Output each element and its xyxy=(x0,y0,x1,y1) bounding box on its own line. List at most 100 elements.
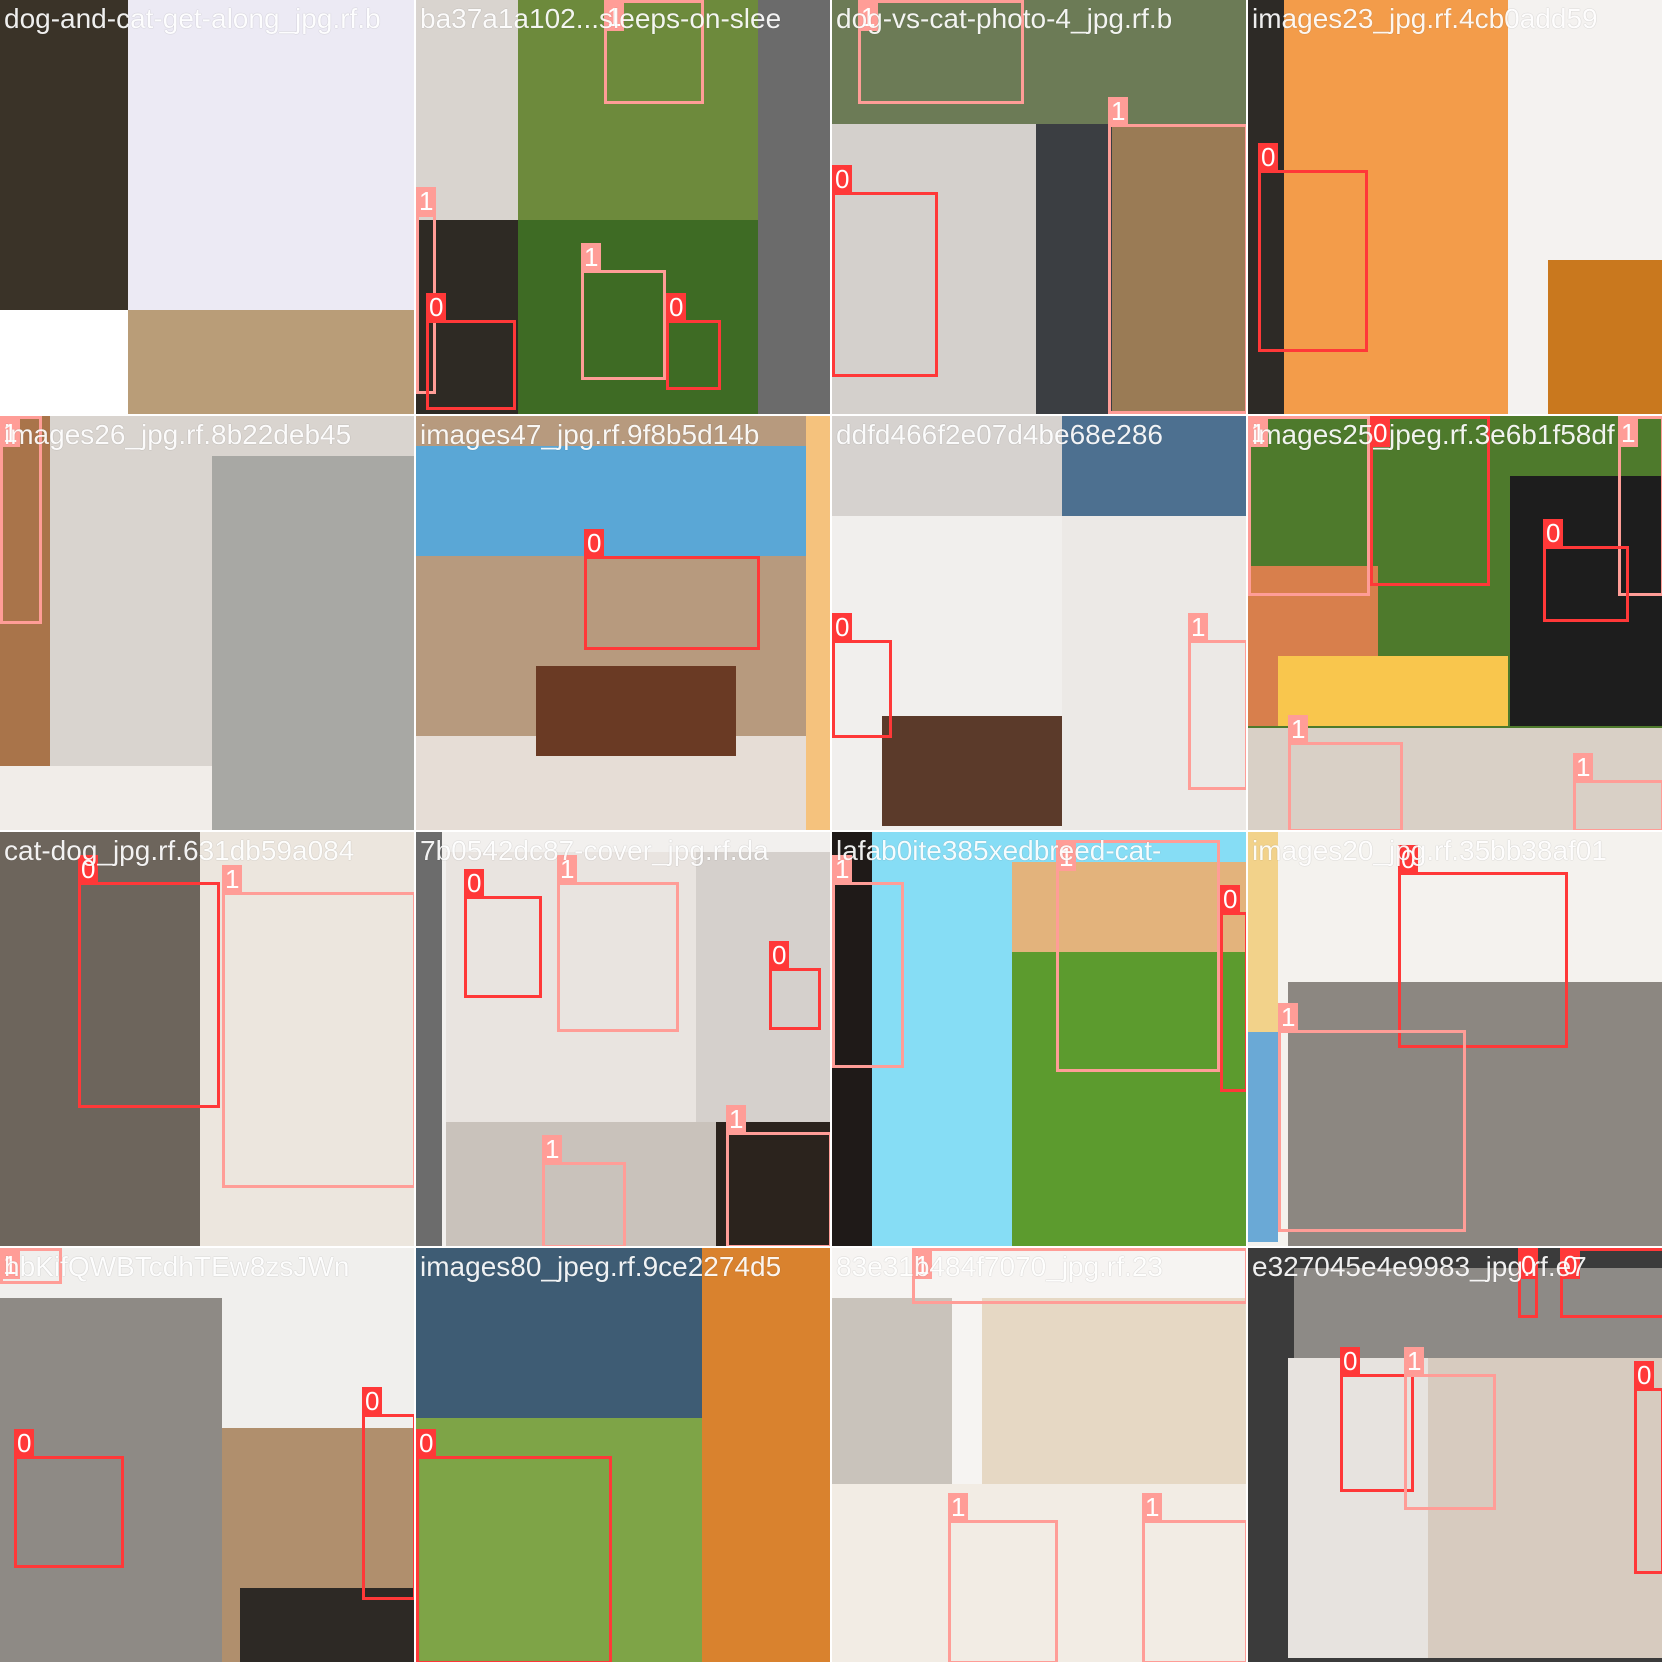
bbox-class-label: 0 xyxy=(362,1387,383,1415)
bbox-class-label: 1 xyxy=(1618,419,1639,447)
bbox-cat: 0 xyxy=(1398,845,1568,1048)
bbox-dog: 1 xyxy=(1573,753,1662,830)
bbox-dog: 1 xyxy=(832,855,904,1068)
bbox-class-label: 1 xyxy=(0,419,21,447)
image-patch xyxy=(128,310,414,414)
mosaic-tile-r2c3: images20_jpg.rf.35bb38af01 0 1 xyxy=(1248,832,1664,1248)
image-patch xyxy=(832,124,1036,414)
bbox-class-label: 0 xyxy=(14,1429,35,1457)
image-patch xyxy=(0,832,200,1246)
bbox-class-label: 1 xyxy=(604,3,625,31)
image-patch xyxy=(1012,952,1246,1246)
bbox-class-label: 1 xyxy=(0,1251,21,1279)
bbox-cat: 0 xyxy=(769,941,821,1030)
image-patch xyxy=(1112,124,1246,414)
mosaic-tile-r1c2: ddfd466f2e07d4be68e286 0 1 xyxy=(832,416,1248,832)
image-patch xyxy=(446,1122,716,1246)
mosaic-tile-r2c2: lafab0ite385xedbreed-cat- 1 1 0 xyxy=(832,832,1248,1248)
bbox-dog: 1 xyxy=(542,1135,626,1246)
bbox-cat: 0 xyxy=(1340,1347,1414,1492)
image-patch xyxy=(0,310,128,414)
mosaic-tile-r0c2: dog-vs-cat-photo-4_jpg.rf.b 1 0 1 xyxy=(832,0,1248,416)
image-patch xyxy=(416,832,442,1246)
bbox-dog: 1 xyxy=(581,243,666,380)
bbox-dog: 1 xyxy=(0,1248,62,1284)
bbox-class-label: 1 xyxy=(1573,753,1594,781)
bbox-class-label: 0 xyxy=(1634,1361,1655,1389)
bbox-class-label: 1 xyxy=(222,865,243,893)
bbox-dog: 1 xyxy=(726,1105,830,1246)
bbox-class-label: 1 xyxy=(416,187,437,215)
mosaic-tile-r2c0: cat-dog_jpg.rf.631db59a084 0 1 xyxy=(0,832,416,1248)
mosaic-tile-r3c3: e327045e4e9983_jpg.rf.e7 0 0 0 1 0 xyxy=(1248,1248,1664,1664)
image-patch xyxy=(1288,982,1662,1246)
bbox-class-label: 1 xyxy=(581,243,602,271)
bbox-dog: 1 xyxy=(1618,416,1662,596)
bbox-cat: 0 xyxy=(1518,1248,1539,1318)
bbox-dog: 1 xyxy=(604,0,704,104)
bbox-class-label: 0 xyxy=(666,293,687,321)
bbox-dog: 1 xyxy=(0,416,42,624)
bbox-cat: 0 xyxy=(1370,416,1490,586)
bbox-cat: 0 xyxy=(1220,885,1246,1092)
bbox-class-label: 0 xyxy=(584,529,605,557)
bbox-class-label: 0 xyxy=(1340,1347,1361,1375)
bbox-dog: 1 xyxy=(1142,1493,1246,1662)
bbox-class-label: 1 xyxy=(1108,97,1129,125)
bbox-dog: 1 xyxy=(1404,1347,1496,1510)
mosaic-tile-r0c1: ba37a1a102...sleeps-on-slee 1 1 0 1 0 xyxy=(416,0,832,416)
mosaic-tile-r0c3: images23_jpg.rf.4cb0add59 0 xyxy=(1248,0,1664,416)
bbox-cat: 0 xyxy=(1560,1248,1662,1318)
bbox-class-label: 0 xyxy=(1543,519,1564,547)
bbox-cat: 0 xyxy=(1543,519,1629,622)
bbox-dog: 1 xyxy=(1278,1003,1466,1232)
bbox-class-label: 0 xyxy=(1220,885,1241,913)
bbox-class-label: 1 xyxy=(948,1493,969,1521)
bbox-cat: 0 xyxy=(832,613,892,738)
bbox-dog: 1 xyxy=(1188,613,1246,790)
image-patch xyxy=(716,1122,830,1246)
bbox-dog: 1 xyxy=(1248,416,1370,596)
bbox-class-label: 1 xyxy=(726,1105,747,1133)
bbox-class-label: 1 xyxy=(832,855,853,883)
bbox-class-label: 1 xyxy=(912,1251,933,1279)
bbox-class-label: 1 xyxy=(557,855,578,883)
bbox-dog: 1 xyxy=(912,1248,1246,1304)
image-patch xyxy=(696,852,830,1132)
tile-filename: images26_jpg.rf.8b22deb45 xyxy=(4,419,352,450)
mosaic-tile-r0c0: dog-and-cat-get-along_jpg.rf.b xyxy=(0,0,416,416)
image-patch xyxy=(1062,516,1246,830)
image-patch xyxy=(1036,124,1112,414)
bbox-class-label: 0 xyxy=(1370,419,1391,447)
mosaic-tile-r3c1: images80_jpeg.rf.9ce2274d5 0 xyxy=(416,1248,832,1664)
image-patch xyxy=(1062,416,1246,516)
image-patch xyxy=(832,1484,1246,1662)
bbox-class-label: 1 xyxy=(1142,1493,1163,1521)
image-patch xyxy=(1248,1032,1278,1242)
image-patch xyxy=(0,1298,222,1662)
image-patch xyxy=(806,416,830,830)
bbox-class-label: 1 xyxy=(1278,1003,1299,1031)
bbox-cat: 0 xyxy=(1634,1361,1662,1574)
bbox-cat: 0 xyxy=(584,529,760,650)
bbox-class-label: 1 xyxy=(1404,1347,1425,1375)
mosaic-tile-r1c3: images25_jpeg.rf.3e6b1f58df 1 0 1 0 1 1 xyxy=(1248,416,1664,832)
bbox-dog: 1 xyxy=(1108,97,1246,414)
bbox-class-label: 0 xyxy=(832,165,853,193)
bbox-class-label: 0 xyxy=(1398,845,1419,873)
bbox-dog: 1 xyxy=(222,865,414,1188)
bbox-dog: 1 xyxy=(557,855,679,1032)
bbox-class-label: 1 xyxy=(542,1135,563,1163)
image-patch xyxy=(240,1588,414,1662)
bbox-cat: 0 xyxy=(78,855,220,1108)
bbox-class-label: 0 xyxy=(1518,1251,1539,1279)
image-patch xyxy=(0,0,128,310)
image-patch xyxy=(128,0,414,310)
bbox-cat: 0 xyxy=(1258,143,1368,352)
bbox-cat: 0 xyxy=(14,1429,124,1568)
image-patch xyxy=(518,0,758,220)
image-patch xyxy=(0,766,212,830)
bbox-class-label: 0 xyxy=(464,869,485,897)
image-patch xyxy=(982,1298,1246,1498)
